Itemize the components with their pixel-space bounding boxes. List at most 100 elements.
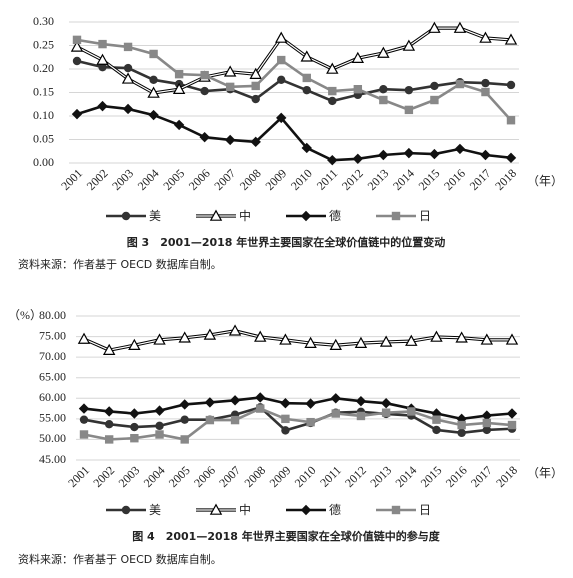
- data-point: [229, 395, 241, 406]
- data-point: [351, 51, 365, 63]
- data-point: [506, 80, 516, 90]
- data-point: [302, 73, 311, 83]
- y-tick-label: 55.00: [39, 411, 66, 425]
- legend-marker: [209, 209, 223, 221]
- data-point: [155, 430, 164, 439]
- data-point: [281, 426, 290, 435]
- data-point: [306, 417, 315, 427]
- data-point: [250, 136, 261, 148]
- data-point: [331, 409, 340, 418]
- x-tick-label: 2017: [468, 463, 495, 490]
- x-tick-label: 2007: [211, 166, 238, 193]
- data-point: [102, 343, 116, 355]
- data-point: [355, 395, 367, 407]
- data-point: [97, 100, 108, 112]
- x-tick-label: 2001: [65, 463, 92, 490]
- data-point: [480, 149, 491, 161]
- data-point: [71, 108, 83, 120]
- data-point: [255, 392, 266, 403]
- data-point: [304, 336, 317, 348]
- data-point: [302, 85, 311, 95]
- x-tick-label: 2014: [390, 166, 417, 193]
- x-tick-label: 2006: [186, 166, 213, 193]
- x-tick-label: 2011: [317, 463, 344, 490]
- data-point: [352, 153, 364, 164]
- data-point: [305, 398, 316, 409]
- data-point: [277, 55, 286, 65]
- y-axis-unit: （%）: [8, 308, 42, 322]
- x-tick-label: 2013: [365, 166, 392, 193]
- data-point: [178, 331, 191, 343]
- data-point: [200, 86, 209, 96]
- legend-marker: [391, 505, 401, 515]
- x-axis-unit: （年）: [527, 466, 563, 480]
- data-point: [457, 420, 466, 430]
- figure-caption: 图 3 2001—2018 年世界主要国家在全球价值链中的位置变动: [127, 235, 446, 249]
- data-point: [130, 422, 139, 432]
- data-point: [504, 33, 518, 45]
- y-tick-label: 0.05: [33, 131, 54, 145]
- y-tick-label: 0.15: [33, 84, 54, 98]
- legend-marker: [300, 504, 312, 516]
- x-tick-label: 2008: [237, 166, 264, 193]
- x-tick-label: 2012: [339, 166, 366, 193]
- x-tick-label: 2004: [141, 463, 168, 490]
- data-point: [407, 407, 416, 416]
- data-point: [379, 335, 393, 347]
- data-point: [455, 331, 468, 343]
- x-tick-label: 2009: [262, 166, 289, 193]
- data-point: [380, 398, 392, 409]
- y-tick-label: 50.00: [39, 431, 66, 445]
- x-tick-label: 2014: [392, 463, 419, 490]
- x-axis-unit: （年）: [527, 174, 563, 188]
- data-point: [328, 96, 337, 106]
- legend-marker: [121, 505, 131, 515]
- data-point: [432, 425, 441, 435]
- data-point: [329, 338, 342, 351]
- legend-label: 日: [419, 503, 431, 517]
- x-tick-label: 2017: [467, 166, 494, 193]
- y-tick-label: 65.00: [39, 369, 66, 383]
- x-tick-label: 2018: [492, 166, 519, 193]
- data-point: [153, 333, 166, 345]
- data-point: [379, 85, 388, 94]
- data-point: [506, 408, 518, 419]
- x-tick-label: 2001: [58, 166, 85, 193]
- data-point: [204, 397, 216, 408]
- data-point: [428, 21, 441, 33]
- data-point: [256, 404, 265, 413]
- x-tick-label: 2005: [166, 463, 193, 490]
- y-tick-label: 70.00: [39, 349, 66, 363]
- data-point: [507, 420, 517, 430]
- x-tick-label: 2016: [441, 166, 468, 193]
- x-tick-label: 2005: [160, 166, 187, 193]
- y-tick-label: 80.00: [39, 308, 66, 322]
- data-point: [129, 408, 140, 419]
- data-point: [103, 406, 115, 417]
- data-point: [79, 430, 89, 439]
- data-point: [199, 131, 210, 143]
- data-point: [404, 105, 414, 115]
- data-point: [251, 81, 260, 91]
- data-point: [457, 428, 466, 438]
- data-point: [223, 65, 237, 77]
- series-line: [76, 104, 512, 162]
- data-point: [205, 415, 215, 425]
- data-point: [505, 152, 517, 164]
- data-point: [149, 75, 158, 85]
- data-point: [276, 112, 287, 124]
- series-line: [83, 330, 512, 351]
- data-point: [203, 328, 217, 340]
- x-tick-label: 2002: [90, 463, 117, 490]
- legend-marker: [121, 211, 131, 221]
- data-point: [377, 46, 390, 58]
- data-point: [275, 31, 288, 43]
- data-point: [230, 415, 240, 425]
- data-point: [481, 410, 493, 421]
- data-point: [453, 21, 467, 33]
- y-tick-label: 0.00: [33, 155, 54, 169]
- series-line: [76, 59, 512, 103]
- data-point: [430, 81, 439, 91]
- x-tick-label: 2006: [191, 463, 218, 490]
- data-point: [326, 62, 339, 74]
